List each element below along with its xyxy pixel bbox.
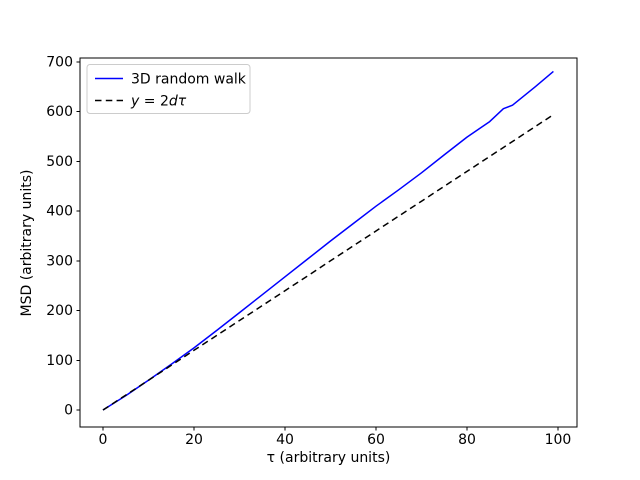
x-axis-tick-label: 80 <box>458 432 476 448</box>
y-axis-tick-label: 200 <box>46 303 73 319</box>
x-axis-tick-label: 100 <box>545 432 572 448</box>
y-axis-tick-label: 600 <box>46 104 73 120</box>
legend-entry-label-0: 3D random walk <box>131 72 247 88</box>
x-axis-label: τ (arbitrary units) <box>267 450 391 466</box>
y-axis-tick-label: 700 <box>46 54 73 70</box>
x-axis-tick-label: 60 <box>367 432 385 448</box>
y-axis-tick-label: 0 <box>64 402 73 418</box>
x-axis-tick-label: 20 <box>185 432 203 448</box>
series-line-0 <box>102 70 554 411</box>
legend-entry-label-1: y = 2dτ <box>130 94 187 110</box>
x-axis-tick-label: 0 <box>99 432 108 448</box>
y-axis-tick-label: 500 <box>46 154 73 170</box>
y-axis-tick-label: 300 <box>46 253 73 269</box>
y-axis-tick-label: 400 <box>46 204 73 220</box>
y-axis-tick-label: 100 <box>46 353 73 369</box>
x-axis-tick-label: 40 <box>276 432 294 448</box>
y-axis-label: MSD (arbitrary units) <box>19 170 35 317</box>
legend-box <box>86 64 251 114</box>
series-line-1 <box>102 114 554 411</box>
plot-area <box>79 57 578 428</box>
